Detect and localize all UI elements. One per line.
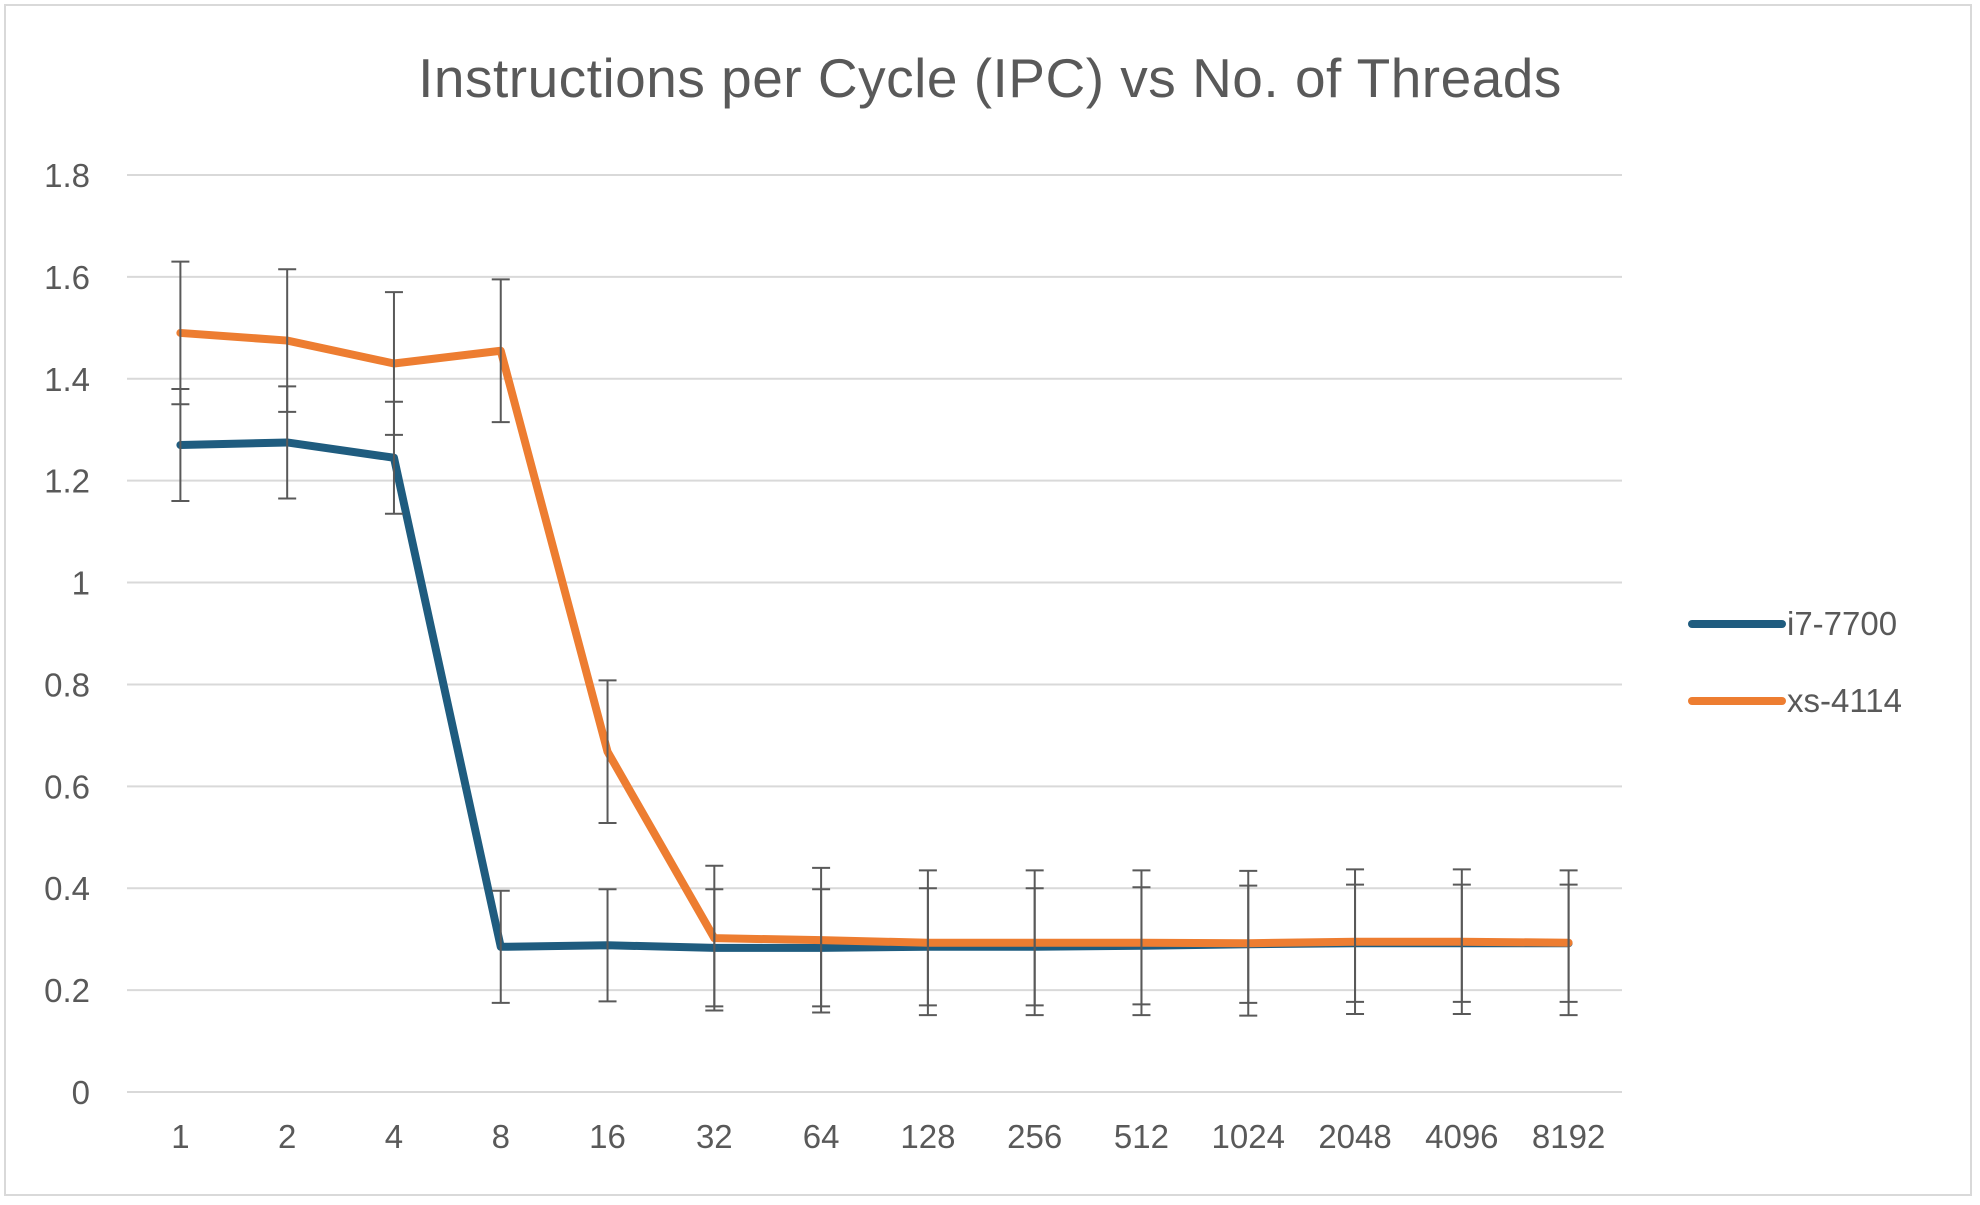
- error-bar: [1239, 869, 1258, 1017]
- y-tick-label: 0: [72, 1074, 90, 1111]
- error-bar: [171, 260, 190, 406]
- chart-area: Instructions per Cycle (IPC) vs No. of T…: [4, 4, 1972, 1196]
- error-bar: [598, 679, 617, 825]
- error-bar: [705, 864, 724, 1012]
- series-line-xs-4114: [176, 328, 1573, 948]
- y-tick-label: 1: [72, 565, 90, 602]
- y-tick-label: 1.4: [44, 361, 90, 398]
- error-bar: [1346, 868, 1365, 1016]
- error-bar: [812, 866, 831, 1014]
- error-bar: [598, 888, 617, 1003]
- series-line-i7-7700: [176, 438, 1573, 952]
- error-bar: [491, 889, 510, 1004]
- legend-label: xs-4114: [1787, 682, 1902, 719]
- series-lines: [176, 328, 1573, 952]
- chart-canvas: 0 0.2 0.4 0.6 0.8 1 1.2 1.4 1.6 1.8 1 2 4 8 16 32 64 128…: [44, 157, 1902, 1155]
- error-bars: [171, 260, 1578, 1017]
- x-tick-label: 1: [171, 1118, 189, 1155]
- x-tick-label: 2048: [1318, 1118, 1391, 1155]
- x-tick-label: 2: [278, 1118, 296, 1155]
- x-tick-label: 128: [900, 1118, 955, 1155]
- error-bar: [918, 869, 937, 1017]
- x-tick-label: 256: [1007, 1118, 1062, 1155]
- x-axis-tick-labels: 1 2 4 8 16 32 64 128 256 512 1024 2048 4096 8192: [171, 1118, 1605, 1155]
- chart-title: Instructions per Cycle (IPC) vs No. of T…: [418, 47, 1562, 109]
- y-tick-label: 1.8: [44, 157, 90, 194]
- error-bar: [1452, 868, 1471, 1016]
- x-tick-label: 8192: [1532, 1118, 1605, 1155]
- y-tick-label: 0.2: [44, 972, 90, 1009]
- x-tick-label: 64: [803, 1118, 840, 1155]
- error-bar: [1559, 869, 1578, 1017]
- x-tick-label: 8: [492, 1118, 510, 1155]
- error-bar: [278, 268, 297, 413]
- y-tick-label: 0.6: [44, 768, 90, 805]
- y-tick-label: 0.4: [44, 870, 90, 907]
- x-tick-label: 16: [589, 1118, 626, 1155]
- x-tick-label: 4: [385, 1118, 403, 1155]
- x-tick-label: 512: [1114, 1118, 1169, 1155]
- error-bar: [1025, 869, 1044, 1017]
- y-axis-tick-labels: 0 0.2 0.4 0.6 0.8 1 1.2 1.4 1.6 1.8: [44, 157, 90, 1111]
- gridlines: [127, 174, 1622, 1093]
- x-tick-label: 32: [696, 1118, 733, 1155]
- legend-label: i7-7700: [1787, 605, 1897, 642]
- y-tick-label: 0.8: [44, 666, 90, 703]
- error-bar: [384, 291, 403, 436]
- error-bar: [491, 278, 510, 424]
- y-tick-label: 1.2: [44, 463, 90, 500]
- y-tick-label: 1.6: [44, 259, 90, 296]
- x-tick-label: 4096: [1425, 1118, 1498, 1155]
- legend: i7-7700 xs-4114: [1688, 605, 1902, 719]
- error-bar: [1132, 869, 1151, 1017]
- x-tick-label: 1024: [1212, 1118, 1285, 1155]
